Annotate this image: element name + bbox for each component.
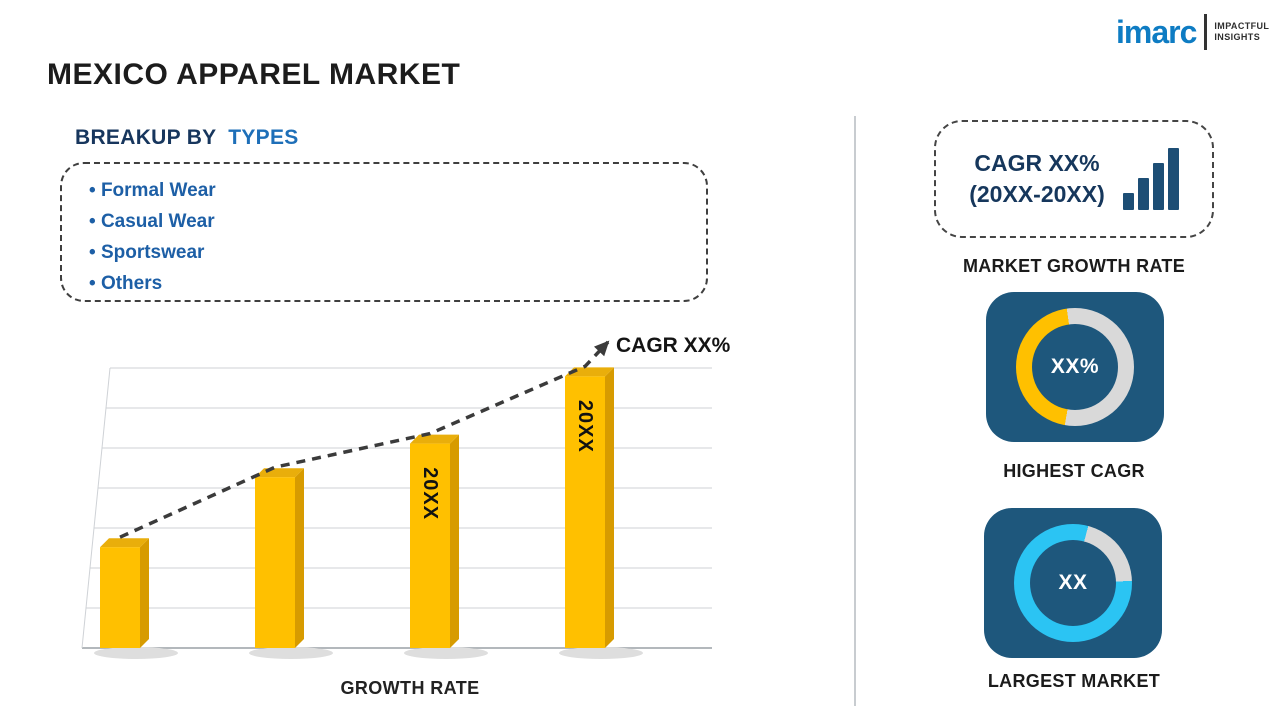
imarc-logo: imarc IMPACTFUL INSIGHTS	[1116, 12, 1269, 52]
list-item: Others	[89, 268, 706, 299]
bar-shadow	[249, 647, 333, 659]
bar-label: 20XX	[574, 400, 596, 453]
logo-tagline: IMPACTFUL INSIGHTS	[1214, 21, 1269, 43]
bar-top	[100, 538, 149, 548]
bar	[100, 547, 140, 648]
largest-market-label: LARGEST MARKET	[987, 671, 1161, 691]
bar	[255, 477, 295, 648]
bar-label: 20XX	[419, 467, 441, 520]
logo-tagline-line2: INSIGHTS	[1214, 32, 1261, 42]
breakup-heading-prefix: BREAKUP BY	[75, 126, 217, 149]
largest-market-card: XX	[984, 508, 1162, 658]
breakup-heading: BREAKUP BY TYPES	[75, 126, 299, 150]
trend-line	[119, 340, 610, 539]
breakup-heading-highlight: TYPES	[228, 126, 299, 149]
market-growth-rate-label: MARKET GROWTH RATE	[962, 256, 1186, 276]
axis-line	[81, 367, 111, 649]
bar-side	[605, 367, 614, 648]
list-item: Formal Wear	[89, 175, 706, 206]
cagr-box-text: CAGR XX% (20XX-20XX)	[969, 148, 1105, 210]
list-item: Sportswear	[89, 237, 706, 268]
list-item: Casual Wear	[89, 206, 706, 237]
logo-divider	[1204, 14, 1208, 50]
bar-chart-icon	[1122, 148, 1179, 210]
cagr-trend-label: CAGR XX%	[616, 334, 731, 357]
growth-chart: 20XX 20XX	[52, 332, 742, 684]
highest-cagr-card: XX%	[986, 292, 1164, 442]
highest-cagr-value: XX%	[1050, 355, 1100, 378]
page-title: MEXICO APPAREL MARKET	[47, 58, 461, 91]
breakup-types-box: Formal Wear Casual Wear Sportswear Other…	[60, 162, 708, 302]
bar	[565, 376, 605, 648]
logo-brand-text: imarc	[1116, 14, 1197, 50]
bar-shadow	[94, 647, 178, 659]
logo-tagline-line1: IMPACTFUL	[1214, 21, 1270, 31]
bar-side	[295, 468, 304, 648]
section-divider	[854, 116, 856, 706]
bar-side	[140, 538, 149, 648]
largest-market-value: XX	[1058, 571, 1088, 594]
donut-chart-highest-cagr: XX%	[1016, 308, 1134, 426]
highest-cagr-label: HIGHEST CAGR	[1003, 461, 1145, 481]
bar-shadow	[559, 647, 643, 659]
chart-caption: GROWTH RATE	[340, 678, 480, 698]
donut-chart-largest-market: XX	[1014, 524, 1132, 642]
bar-top	[565, 367, 614, 377]
cagr-box-line1: CAGR XX%	[974, 150, 1100, 176]
bar	[410, 443, 450, 648]
bar-side	[450, 434, 459, 648]
bar-shadow	[404, 647, 488, 659]
cagr-box: CAGR XX% (20XX-20XX)	[934, 120, 1214, 238]
growth-chart-svg: 20XX 20XX	[81, 340, 712, 659]
cagr-box-line2: (20XX-20XX)	[969, 181, 1105, 207]
